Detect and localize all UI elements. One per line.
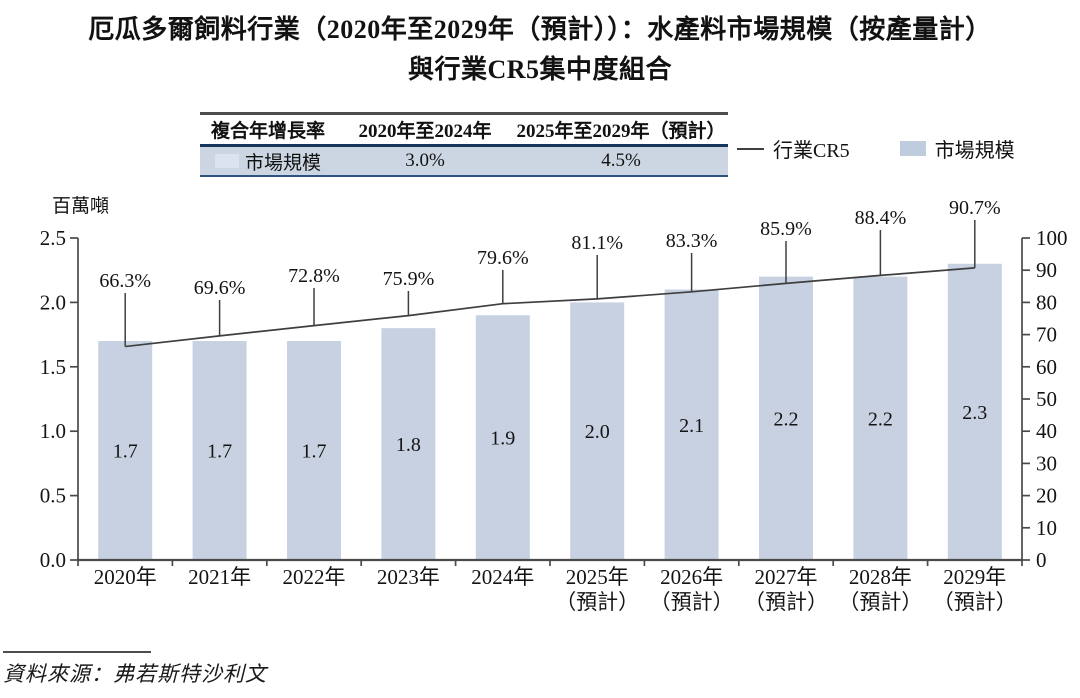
- right-axis-tick-label: 20: [1036, 484, 1057, 508]
- right-axis-tick-label: 80: [1036, 290, 1057, 314]
- cagr-table: 複合年增長率 2020年至2024年 2025年至2029年（預計） 市場規模 …: [200, 112, 728, 177]
- x-axis-label: （預計）: [555, 590, 639, 614]
- x-axis-label: 2026年: [660, 565, 723, 589]
- x-axis-label: （預計）: [650, 590, 734, 614]
- cr5-point-label: 83.3%: [666, 230, 718, 252]
- cr5-point-label: 90.7%: [949, 197, 1001, 219]
- bar-value-label: 1.9: [490, 428, 515, 450]
- right-axis-tick-label: 70: [1036, 323, 1057, 347]
- cagr-header-period1: 2020年至2024年: [358, 121, 492, 142]
- cagr-table-header: 複合年增長率 2020年至2024年 2025年至2029年（預計）: [200, 115, 728, 147]
- bar: [381, 328, 436, 560]
- bar: [947, 263, 1002, 560]
- cr5-point-label: 66.3%: [99, 270, 151, 292]
- bar: [475, 315, 530, 560]
- chart-legend: 行業CR5 市場規模: [737, 134, 1015, 163]
- right-axis-tick-label: 60: [1036, 355, 1057, 379]
- legend-item-market-size: 市場規模: [899, 134, 1015, 163]
- cagr-row-label: 市場規模: [244, 152, 321, 174]
- legend-label-market-size: 市場規模: [934, 140, 1015, 162]
- bar: [98, 341, 153, 560]
- page-title-line1: 厄瓜多爾飼料行業（2020年至2029年（預計））：水產料市場規模（按產量計）: [88, 15, 992, 44]
- bar-value-label: 2.2: [774, 408, 799, 430]
- bar: [759, 276, 813, 560]
- left-axis-tick-label: 1.0: [40, 419, 66, 443]
- bar-value-label: 2.3: [962, 402, 987, 424]
- source-divider: [3, 651, 151, 653]
- bar: [287, 341, 341, 560]
- cagr-table-row: 市場規模 3.0% 4.5%: [200, 147, 728, 177]
- bar-value-label: 1.7: [113, 441, 138, 463]
- right-axis-tick-label: 30: [1036, 451, 1057, 475]
- right-axis-tick-label: 40: [1036, 419, 1057, 443]
- right-axis-tick-label: 50: [1036, 387, 1057, 411]
- left-axis-tick-label: 0.5: [40, 484, 66, 508]
- right-axis-tick-label: 100: [1036, 226, 1068, 250]
- bar: [664, 289, 719, 560]
- line-series-icon: [737, 147, 764, 150]
- left-axis-tick-label: 0.0: [40, 548, 66, 572]
- bar-value-label: 2.1: [679, 415, 704, 437]
- cr5-point-label: 69.6%: [194, 277, 246, 299]
- left-axis-tick-label: 2.5: [40, 226, 66, 250]
- page-title-line2: 與行業CR5集中度組合: [407, 55, 673, 84]
- cr5-point-label: 72.8%: [288, 265, 340, 287]
- x-axis-label: 2023年: [377, 565, 440, 589]
- bar-value-label: 1.7: [207, 441, 232, 463]
- cr5-point-label: 88.4%: [855, 207, 907, 229]
- bar-value-label: 2.0: [585, 421, 610, 443]
- x-axis-label: （預計）: [744, 590, 828, 614]
- x-axis-label: 2024年: [471, 565, 534, 589]
- cr5-point-label: 75.9%: [383, 268, 435, 290]
- cagr-header-period2: 2025年至2029年（預計）: [516, 121, 726, 142]
- cr5-point-label: 79.6%: [477, 247, 529, 269]
- legend-label-cr5: 行業CR5: [773, 140, 850, 162]
- x-axis-label: 2027年: [755, 565, 818, 589]
- x-axis-label: （預計）: [933, 590, 1017, 614]
- cr5-point-label: 85.9%: [760, 218, 812, 240]
- cagr-header-metric: 複合年增長率: [210, 121, 325, 142]
- right-axis-tick-label: 0: [1036, 548, 1047, 572]
- cagr-row-label-cell: 市場規模: [200, 148, 336, 175]
- left-axis-tick-label: 1.5: [40, 355, 66, 379]
- x-axis-label: 2029年: [943, 565, 1006, 589]
- x-axis-label: （預計）: [838, 590, 922, 614]
- page-title: 厄瓜多爾飼料行業（2020年至2029年（預計））：水產料市場規模（按產量計） …: [0, 10, 1080, 90]
- source-note: 資料來源：弗若斯特沙利文: [3, 662, 267, 686]
- bar-value-label: 2.2: [868, 408, 893, 430]
- cr5-point-label: 81.1%: [571, 232, 623, 254]
- right-axis-tick-label: 10: [1036, 516, 1057, 540]
- bar-value-label: 1.8: [396, 434, 421, 456]
- cagr-value-period2: 4.5%: [601, 150, 641, 171]
- right-axis-tick-label: 90: [1036, 258, 1057, 282]
- market-size-swatch-icon: [214, 154, 239, 168]
- cagr-value-period1: 3.0%: [405, 150, 445, 171]
- legend-item-cr5: 行業CR5: [737, 134, 850, 163]
- bar: [192, 341, 247, 560]
- bar: [570, 302, 625, 560]
- bar-series-icon: [899, 141, 926, 156]
- x-axis-label: 2020年: [94, 565, 157, 589]
- left-axis-tick-label: 2.0: [40, 290, 66, 314]
- bar-value-label: 1.7: [302, 441, 327, 463]
- x-axis-label: 2022年: [283, 565, 346, 589]
- cr5-line: [125, 267, 975, 348]
- left-axis-title: 百萬噸: [52, 195, 109, 217]
- x-axis-label: 2028年: [849, 565, 912, 589]
- x-axis-label: 2021年: [188, 565, 251, 589]
- bar: [853, 276, 908, 560]
- x-axis-label: 2025年: [566, 565, 629, 589]
